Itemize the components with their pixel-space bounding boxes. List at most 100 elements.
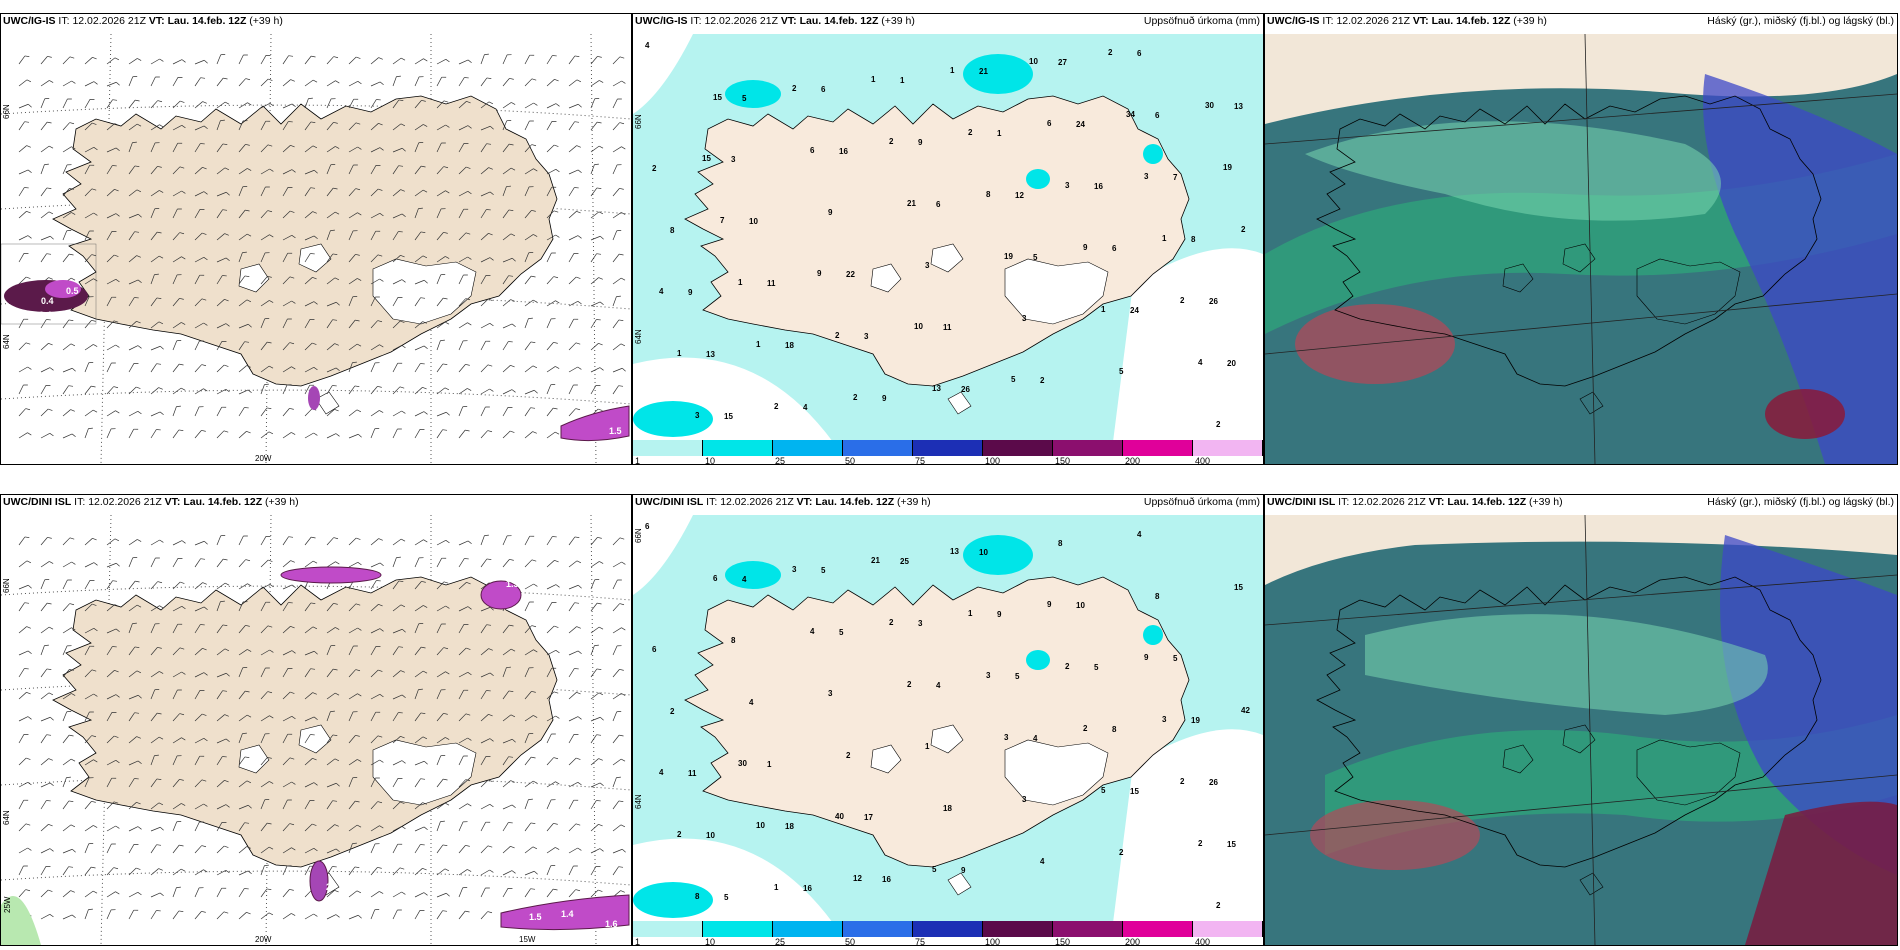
glacier — [372, 258, 477, 325]
wind-barb — [194, 125, 208, 131]
wind-barb — [568, 276, 581, 285]
wind-barb — [326, 80, 340, 87]
wind-barb — [524, 209, 536, 219]
wind-barb — [612, 56, 625, 65]
wind-barb — [568, 668, 579, 678]
wind-barb — [392, 760, 406, 766]
wind-barb — [172, 886, 181, 898]
wind-barb — [106, 891, 120, 898]
precip-value: 5 — [1173, 654, 1178, 663]
wind-barb — [524, 407, 536, 417]
colorbar-segment — [703, 921, 773, 937]
wind-barb — [84, 81, 98, 87]
wind-barb — [348, 56, 361, 65]
wind-barb — [480, 558, 492, 568]
panel-title: UWC/IG-IS IT: 12.02.2026 21Z VT: Lau. 14… — [635, 15, 915, 27]
wind-barb — [524, 715, 538, 722]
wind-barb — [62, 734, 74, 744]
precip-value: 1 — [774, 883, 779, 892]
wind-barb — [414, 760, 428, 766]
wind-barb — [348, 759, 362, 766]
lon-label-15w: 15W — [519, 935, 536, 944]
wind-barb — [326, 710, 335, 722]
wind-barb — [40, 367, 54, 373]
wind-barb — [84, 627, 98, 634]
wind-barb — [458, 298, 471, 307]
wind-barb — [370, 122, 383, 131]
wind-barb — [348, 188, 361, 197]
wind-barb — [128, 909, 139, 920]
contour-label: 1.5 — [529, 912, 542, 922]
glacier — [947, 391, 972, 415]
glacier — [1004, 258, 1109, 325]
wind-barb — [502, 406, 513, 417]
wind-barb — [172, 689, 182, 700]
wind-barb — [590, 55, 602, 65]
wind-barb — [84, 146, 98, 153]
wind-barb — [546, 78, 559, 87]
wind-barb — [458, 208, 469, 219]
precip-value: 20 — [1227, 359, 1236, 368]
icing-area — [280, 566, 382, 584]
wind-barb — [590, 865, 601, 876]
precip-value: 4 — [749, 698, 754, 707]
wind-barb — [106, 538, 120, 546]
no-precip-area — [1113, 729, 1263, 923]
wind-barb — [194, 101, 207, 109]
wind-barb — [370, 428, 380, 439]
wind-barb — [216, 406, 227, 417]
wind-barb — [106, 694, 120, 700]
wind-barb — [238, 624, 250, 634]
wind-barb — [282, 79, 295, 87]
wind-barb — [436, 910, 448, 920]
wind-barb — [260, 365, 274, 373]
wind-barb — [106, 188, 119, 197]
wind-barb — [304, 276, 317, 285]
wind-barb — [18, 560, 32, 568]
precip-value: 15 — [713, 93, 722, 102]
wind-barb — [18, 889, 31, 898]
wind-barb — [546, 186, 557, 197]
wind-barb — [524, 299, 538, 307]
wind-barb — [546, 601, 557, 612]
no-precip-area — [633, 34, 693, 114]
wind-barb — [370, 320, 383, 329]
wind-barb — [414, 386, 427, 395]
wind-barb — [304, 318, 315, 329]
wind-barb — [370, 603, 383, 612]
lon-label-25w: 25W — [3, 896, 12, 913]
wind-barb — [436, 647, 449, 656]
glacier — [372, 739, 477, 806]
wind-barb — [62, 212, 76, 219]
wind-barb — [106, 562, 120, 568]
glacier — [315, 391, 340, 415]
wind-barb — [238, 143, 250, 153]
wind-barb — [480, 125, 494, 131]
wind-barb — [40, 734, 52, 744]
wind-barb — [150, 646, 162, 656]
wind-barb — [304, 342, 317, 351]
precip-value: 3 — [1065, 181, 1070, 190]
map-panel-top-right: UWC/IG-IS IT: 12.02.2026 21Z VT: Lau. 14… — [1264, 13, 1898, 465]
wind-barb — [216, 323, 230, 329]
wind-barb — [414, 58, 428, 65]
wind-barb — [458, 737, 472, 744]
wind-barb — [458, 142, 469, 153]
wind-barb — [172, 190, 186, 197]
wind-barb — [304, 692, 317, 700]
wind-barb — [150, 208, 160, 219]
glacier-outline — [1579, 872, 1604, 896]
wind-barb — [612, 800, 624, 810]
wind-barb — [590, 782, 604, 788]
wind-barb — [414, 557, 424, 568]
precip-value: 5 — [821, 566, 826, 575]
wind-barb — [260, 318, 270, 329]
graticule-line — [1, 585, 631, 601]
wind-barb — [458, 256, 472, 263]
precip-value: 5 — [724, 893, 729, 902]
wind-barb — [414, 909, 425, 920]
colorbar-tick-label: 150 — [1055, 937, 1071, 946]
wind-barb — [414, 736, 428, 744]
wind-barb — [282, 384, 292, 395]
wind-barb — [524, 690, 536, 700]
